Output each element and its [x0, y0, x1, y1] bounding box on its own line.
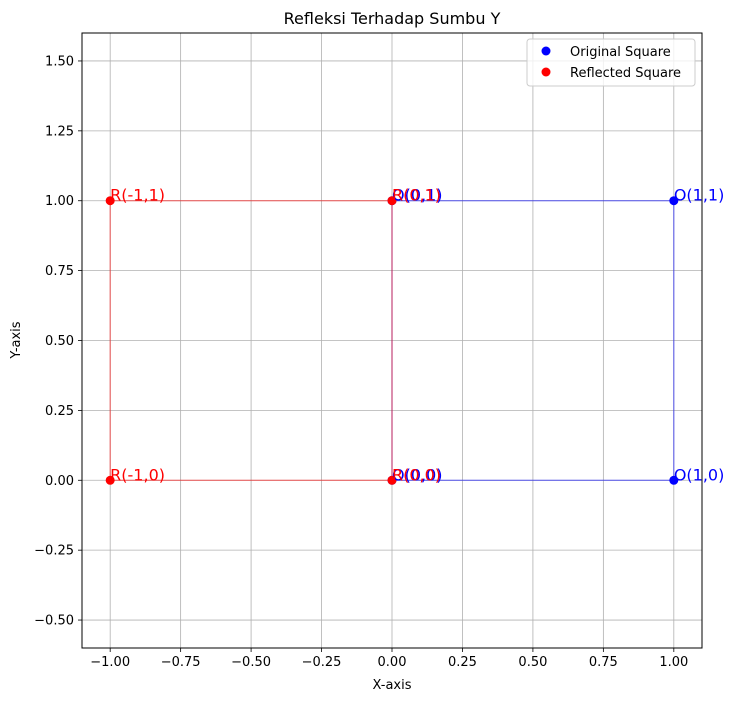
point-label: R(-1,1)	[110, 186, 165, 205]
x-ticks: −1.00 −0.75 −0.50 −0.25 0.00 0.25 0.50 0.75 1.00	[90, 648, 688, 670]
data-point	[669, 475, 679, 485]
data-point	[105, 475, 115, 485]
y-tick-label: 1.00	[45, 194, 74, 209]
legend: Original Square Reflected Square	[526, 38, 696, 87]
data-point	[387, 196, 397, 206]
point-label: O(1,1)	[674, 186, 725, 205]
y-tick-label: 0.75	[45, 264, 74, 279]
x-tick-label: −1.00	[90, 655, 130, 670]
legend-label-reflected: Reflected Square	[570, 66, 681, 81]
y-tick-label: 0.00	[45, 474, 74, 489]
y-tick-label: 0.25	[45, 404, 74, 419]
x-tick-label: 0.00	[378, 655, 407, 670]
legend-label-original: Original Square	[570, 45, 671, 60]
x-tick-label: −0.75	[161, 655, 201, 670]
point-label: O(0,1)	[392, 186, 443, 205]
point-label: O(1,0)	[674, 465, 725, 484]
legend-box	[526, 38, 696, 87]
y-axis-label: Y-axis	[9, 321, 24, 359]
point-label: O(0,0)	[392, 465, 443, 484]
x-axis-label: X-axis	[373, 678, 412, 693]
x-tick-label: 0.75	[589, 655, 618, 670]
x-tick-label: 1.00	[659, 655, 688, 670]
y-tick-label: −0.50	[34, 614, 74, 629]
legend-marker-original	[541, 46, 551, 56]
chart-title: Refleksi Terhadap Sumbu Y	[284, 9, 501, 28]
data-point	[387, 475, 397, 485]
legend-marker-reflected	[541, 67, 551, 77]
x-tick-label: −0.25	[302, 655, 342, 670]
point-label: R(-1,0)	[110, 465, 165, 484]
data-point	[669, 196, 679, 206]
x-tick-label: 0.25	[448, 655, 477, 670]
data-points	[105, 196, 679, 485]
y-tick-label: −0.25	[34, 544, 74, 559]
y-tick-label: 1.50	[45, 54, 74, 69]
x-tick-label: −0.50	[231, 655, 271, 670]
point-label: R(0,1)	[392, 186, 441, 205]
point-labels: O(0,0) O(1,0) O(1,1) O(0,1) R(0,0) R(-1,0) R(-…	[110, 186, 724, 485]
x-tick-label: 0.50	[518, 655, 547, 670]
data-point	[105, 196, 115, 206]
y-ticks: −0.50 −0.25 0.00 0.25 0.50 0.75 1.00 1.25 1.50	[34, 54, 82, 629]
y-tick-label: 1.25	[45, 124, 74, 139]
y-tick-label: 0.50	[45, 334, 74, 349]
point-label: R(0,0)	[392, 465, 441, 484]
